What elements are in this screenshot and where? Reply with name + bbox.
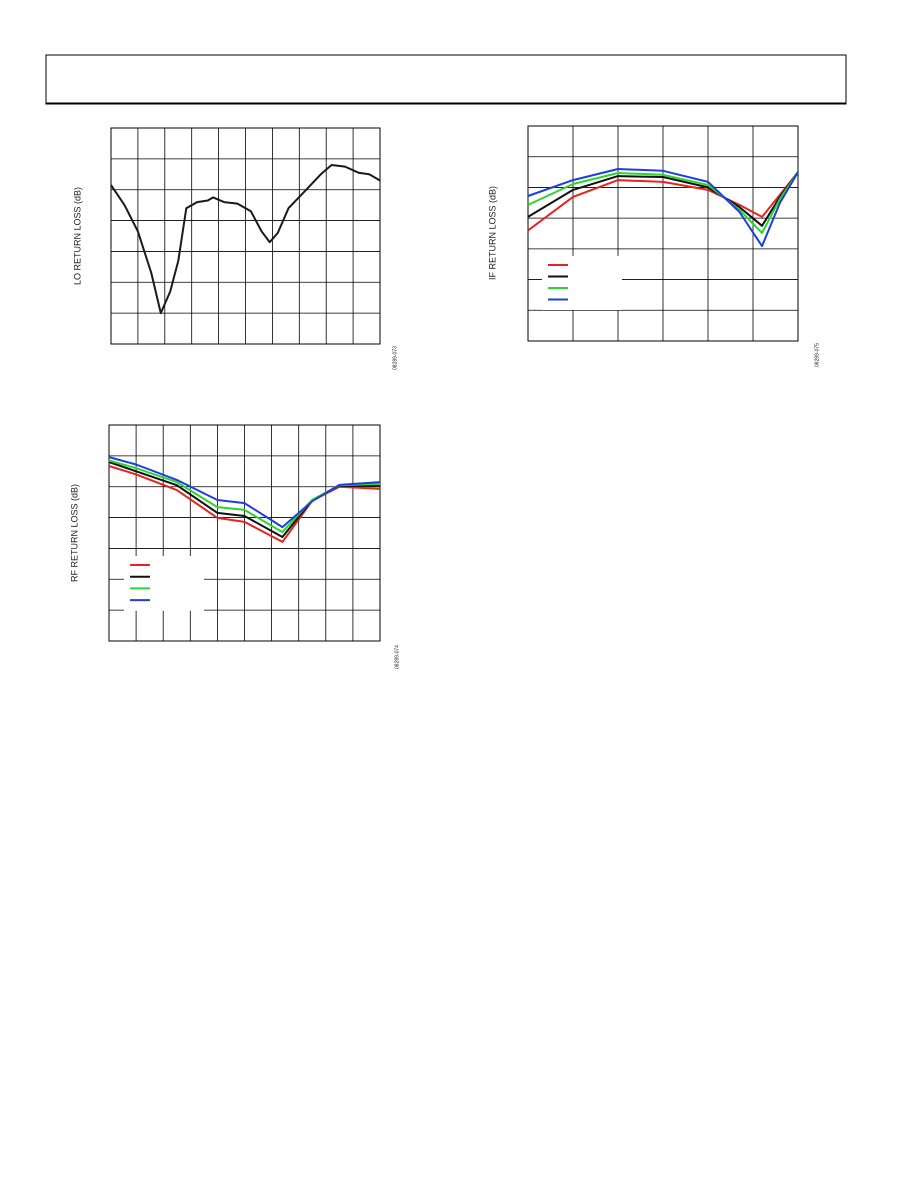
data-line bbox=[527, 171, 799, 227]
y-axis-label: LO RETURN LOSS (dB) bbox=[72, 187, 82, 285]
header-box bbox=[45, 54, 847, 105]
figure-id: 08289-075 bbox=[814, 343, 820, 367]
data-line bbox=[527, 168, 799, 248]
data-line bbox=[527, 171, 799, 234]
data-line bbox=[108, 456, 381, 529]
data-line bbox=[527, 171, 799, 232]
y-axis-label: RF RETURN LOSS (dB) bbox=[69, 484, 79, 582]
y-axis-label: IF RETURN LOSS (dB) bbox=[487, 186, 497, 280]
figure-id: 08289-074 bbox=[394, 645, 400, 669]
data-line bbox=[110, 164, 381, 315]
figure-id: 08289-073 bbox=[392, 346, 398, 370]
